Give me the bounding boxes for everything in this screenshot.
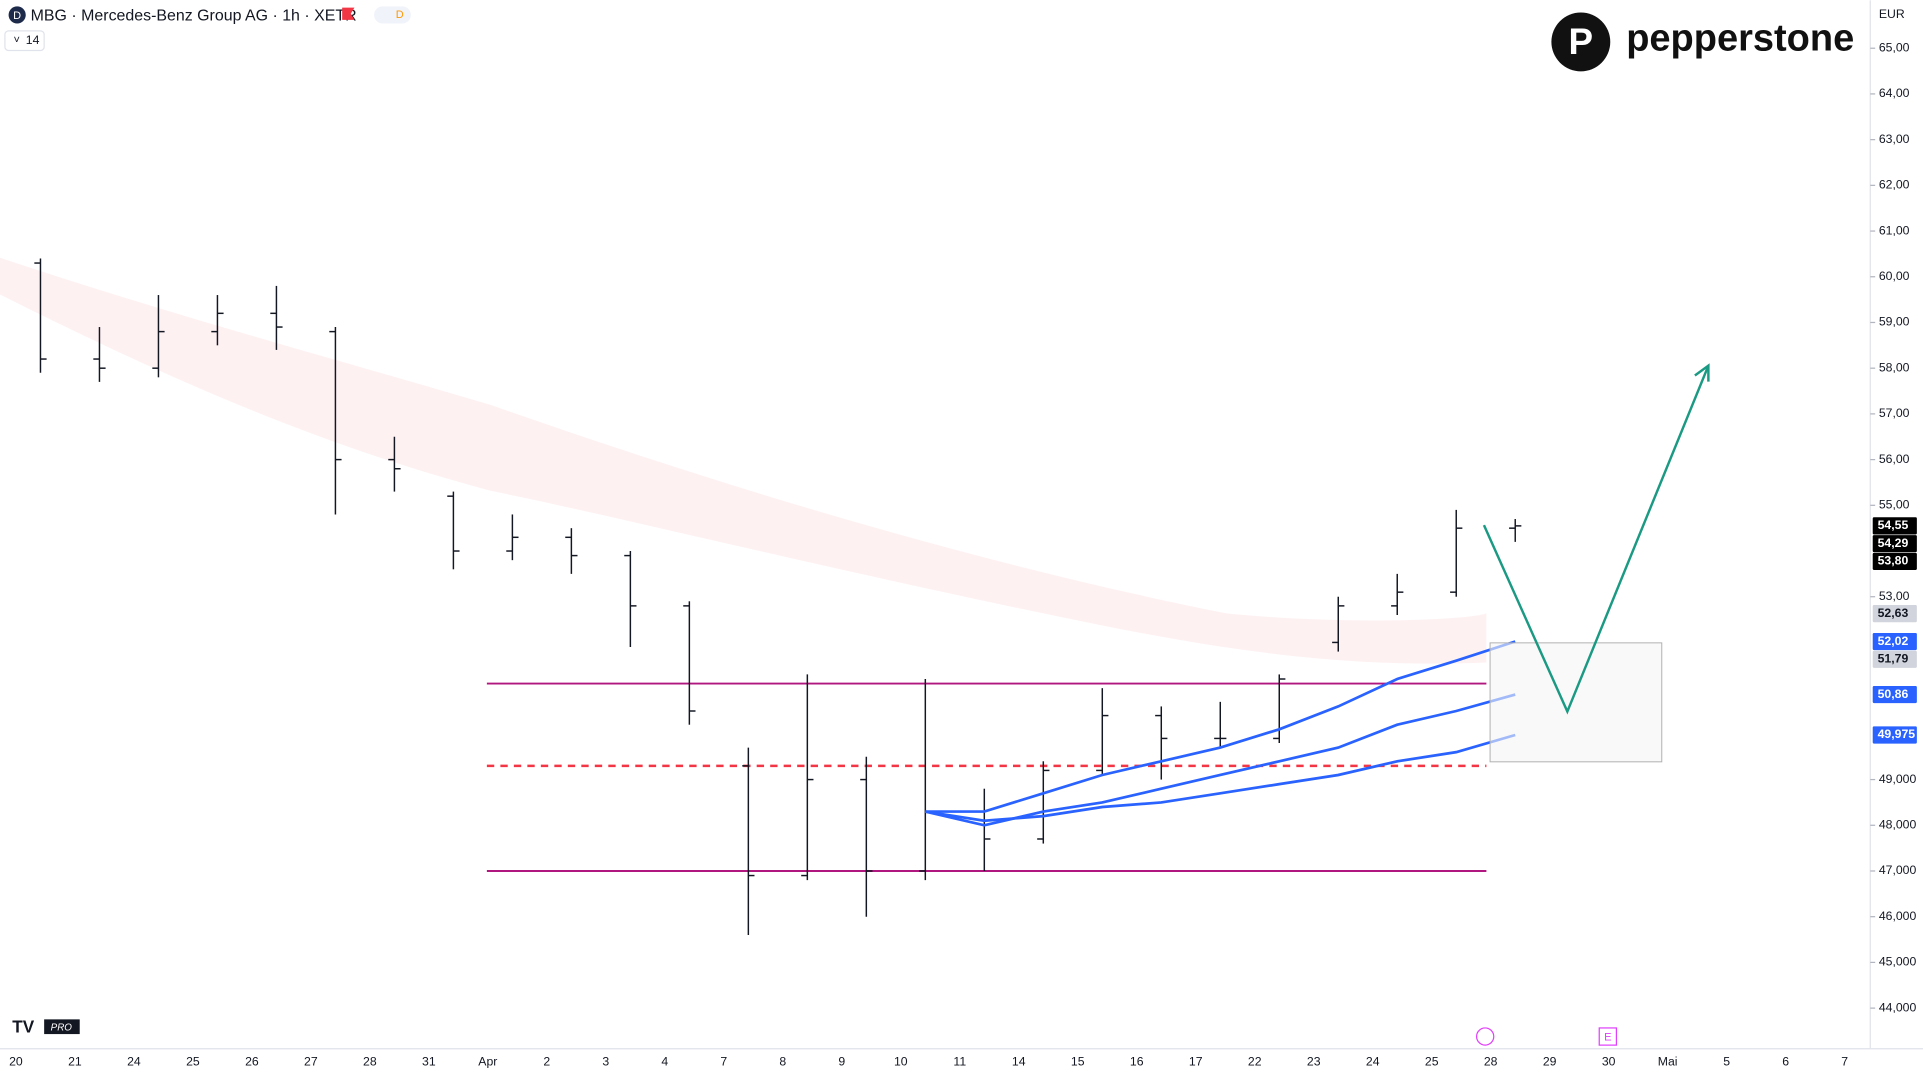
x-tick-label: 10	[894, 1055, 908, 1069]
x-tick-label: Apr	[478, 1055, 497, 1069]
x-tick-label: 24	[127, 1055, 141, 1069]
symbol-badge-text: D	[13, 10, 21, 22]
x-tick-label: 7	[720, 1055, 727, 1069]
x-tick-label: 25	[1425, 1055, 1439, 1069]
x-tick-label: 5	[1723, 1055, 1730, 1069]
flag	[342, 7, 355, 20]
x-tick-label: Mai	[1658, 1055, 1678, 1069]
x-tick-label: 28	[1484, 1055, 1498, 1069]
x-tick-label: 7	[1841, 1055, 1848, 1069]
y-tick-label: 45,000	[1879, 955, 1917, 969]
x-tick-label: 23	[1307, 1055, 1321, 1069]
y-tick-label: 58,00	[1879, 360, 1910, 374]
symbol-title[interactable]: MBG · Mercedes-Benz Group AG · 1h · XETR	[31, 7, 357, 24]
price-label-bg	[1872, 632, 1917, 651]
x-tick-label: 22	[1248, 1055, 1262, 1069]
price-label: 52,63	[1878, 606, 1909, 620]
y-tick-label: 56,00	[1879, 452, 1910, 466]
x-tick-label: 17	[1189, 1055, 1203, 1069]
x-tick-label: 14	[1012, 1055, 1026, 1069]
target-box	[1489, 642, 1663, 763]
price-label: 51,79	[1878, 652, 1909, 666]
band-line	[925, 733, 1516, 823]
y-tick-label: 47,000	[1879, 863, 1917, 877]
price-label: 50,86	[1878, 687, 1909, 701]
x-tick-label: 2	[543, 1055, 550, 1069]
x-tick-label: 26	[245, 1055, 259, 1069]
price-label-bg	[1872, 650, 1917, 668]
tv-badge: PRO	[51, 1023, 73, 1034]
y-tick-label: 60,00	[1879, 269, 1910, 283]
price-label: 53,80	[1878, 554, 1909, 568]
y-tick-label: 61,00	[1879, 223, 1910, 237]
y-tick-label: 53,00	[1879, 589, 1910, 603]
indicator-count: 14	[26, 33, 40, 47]
y-tick-label: 57,00	[1879, 406, 1910, 420]
arrow-head	[1694, 363, 1710, 382]
brand-logo-mark: P	[1569, 21, 1594, 62]
x-tick-label: 27	[304, 1055, 318, 1069]
brand-logo	[1551, 12, 1611, 72]
projection-arrow	[1482, 365, 1710, 715]
delay-badge: D	[396, 9, 404, 21]
y-tick-label: 62,00	[1879, 178, 1910, 192]
price-label-bg	[1872, 726, 1917, 744]
band-line	[925, 640, 1516, 813]
brand-name: pepperstone	[1626, 18, 1854, 60]
price-label: 54,29	[1878, 536, 1909, 550]
x-tick-label: 4	[661, 1055, 668, 1069]
price-label-bg	[1872, 552, 1917, 571]
price-label: 52,02	[1878, 634, 1909, 648]
y-tick-label: 46,000	[1879, 909, 1917, 923]
x-tick-label: 3	[602, 1055, 609, 1069]
x-tick-label: 28	[363, 1055, 377, 1069]
x-tick-label: 11	[953, 1055, 966, 1069]
earnings-icon[interactable]	[1598, 1027, 1618, 1046]
y-tick-label: 65,00	[1879, 40, 1910, 54]
x-tick-label: 25	[186, 1055, 200, 1069]
price-label-bg	[1872, 535, 1917, 553]
x-tick-label: 8	[779, 1055, 786, 1069]
symbol-badge	[8, 6, 26, 24]
price-label-bg	[1872, 685, 1917, 704]
x-tick-label: 9	[838, 1055, 845, 1069]
indicator-toggle[interactable]	[4, 30, 45, 52]
y-tick-label: 49,000	[1879, 772, 1917, 786]
earnings-icon-text: E	[1604, 1032, 1611, 1044]
currency: EUR	[1879, 7, 1905, 21]
y-tick-label: 64,00	[1879, 86, 1910, 100]
y-tick-label: 59,00	[1879, 315, 1910, 329]
x-tick-label: 6	[1782, 1055, 1789, 1069]
badge-bg	[374, 6, 411, 24]
band-line	[925, 693, 1516, 827]
x-tick-label: 24	[1366, 1055, 1380, 1069]
dividend-icon[interactable]	[1475, 1027, 1495, 1046]
tv-badge-bg	[44, 1019, 80, 1035]
y-tick-label: 63,00	[1879, 132, 1910, 146]
y-tick-label: 44,000	[1879, 1000, 1917, 1014]
y-tick-label: 55,00	[1879, 498, 1910, 512]
x-tick-label: 20	[9, 1055, 23, 1069]
price-label-bg	[1872, 605, 1917, 623]
price-label-bg	[1872, 517, 1917, 535]
x-tick-label: 16	[1130, 1055, 1144, 1069]
tv-logo: TV	[12, 1016, 34, 1036]
y-tick-label: 48,000	[1879, 818, 1917, 832]
chevron: ˅	[13, 35, 19, 47]
x-tick-label: 31	[422, 1055, 436, 1069]
plot-area	[34, 258, 1522, 935]
x-tick-label: 21	[68, 1055, 82, 1069]
price-label: 49,975	[1878, 727, 1916, 741]
price-label: 54,55	[1878, 518, 1909, 532]
x-tick-label: 29	[1543, 1055, 1557, 1069]
x-tick-label: 30	[1602, 1055, 1616, 1069]
x-tick-label: 15	[1071, 1055, 1085, 1069]
